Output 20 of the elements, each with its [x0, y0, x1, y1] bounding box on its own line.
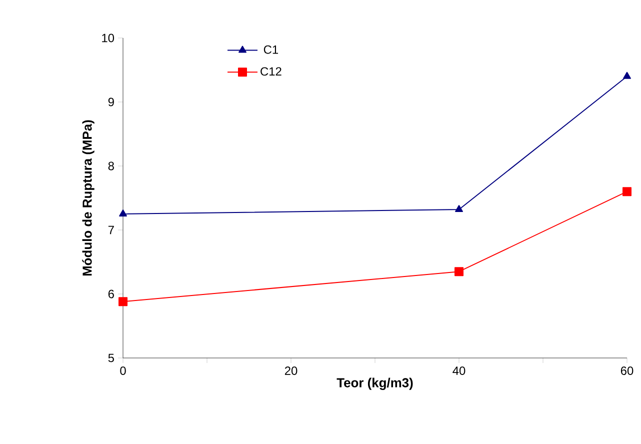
point — [455, 205, 463, 212]
y-tick-label: 8 — [108, 162, 114, 170]
x-tick-label: 60 — [620, 366, 634, 375]
y-tick-label: 6 — [108, 290, 114, 298]
point — [454, 267, 464, 276]
point — [623, 72, 631, 79]
point — [119, 209, 127, 216]
legend-label: C12 — [260, 67, 282, 76]
legend-label: C1 — [264, 45, 278, 54]
x-axis-title: Teor (kg/m3) — [336, 378, 413, 390]
y-tick-label: 7 — [108, 226, 114, 234]
point — [622, 187, 632, 196]
y-axis-title: Módulo de Ruptura (MPa) — [82, 120, 94, 276]
y-tick-label: 5 — [108, 354, 114, 362]
x-tick-label: 0 — [120, 366, 126, 375]
y-tick-label: 9 — [108, 98, 114, 106]
x-tick-label: 40 — [452, 366, 466, 375]
x-tick-label: 20 — [284, 366, 298, 375]
y-tick-label: 10 — [102, 34, 114, 42]
point — [118, 297, 128, 306]
